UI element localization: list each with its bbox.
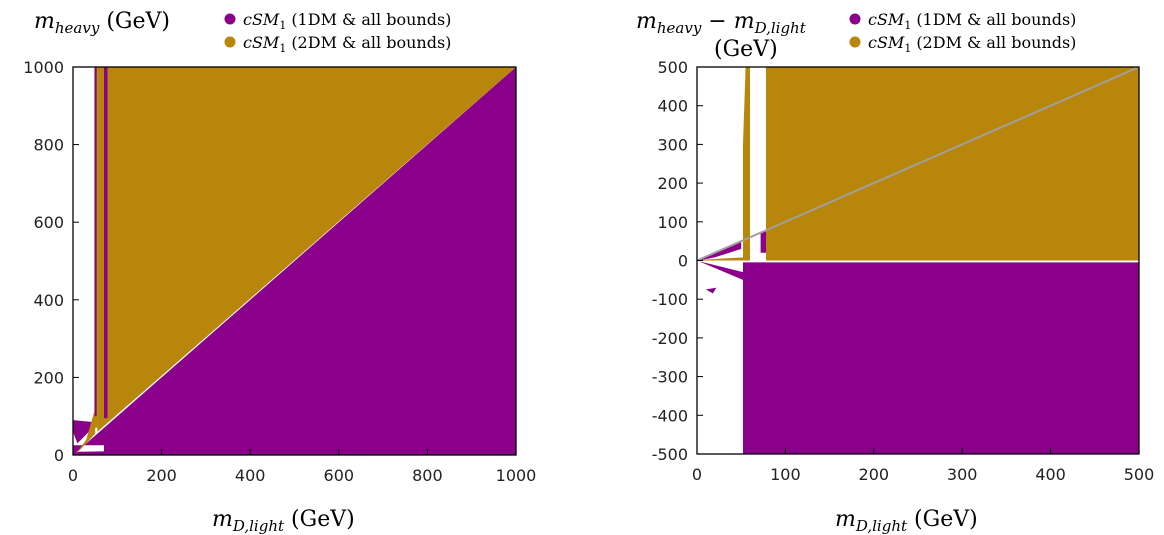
right-chart: mheavy − mD,light (GeV) cSM1 (1DM & all b…: [636, 9, 1154, 535]
series-1dm-region: [743, 262, 1139, 454]
x-tick-label: 300: [947, 465, 978, 484]
right-y-axis-label: mheavy − mD,light: [636, 9, 807, 37]
left-legend: cSM1 (1DM & all bounds) cSM1 (2DM & all bo…: [224, 10, 451, 55]
left-x-axis-label: mD,light (GeV): [212, 507, 355, 535]
x-tick-label: 400: [235, 466, 266, 485]
y-tick-label: 400: [33, 291, 64, 310]
y-tick-label: 500: [657, 58, 688, 77]
right-plot-frame: [696, 66, 1140, 455]
right-x-axis-label: mD,light (GeV): [835, 507, 978, 535]
series-1dm-strip-b: [104, 67, 108, 419]
series-2dm-region: [97, 67, 517, 432]
left-plot-frame: [72, 66, 517, 456]
series-1dm-strip-a: [94, 67, 97, 417]
x-tick-label: 1000: [496, 466, 537, 485]
y-tick-label: 200: [33, 368, 64, 387]
y-tick-label: 100: [657, 213, 688, 232]
y-tick-label: 400: [657, 97, 688, 116]
series-2dm-near-zero: [701, 257, 743, 261]
series-1dm-low-mass-cluster: [73, 410, 96, 444]
x-tick-label: 0: [68, 466, 78, 485]
left-y-axis-label: mheavy (GeV): [34, 9, 170, 37]
y-tick-label: 0: [678, 252, 688, 271]
right-x-ticks: 0 100 200 300 400 500: [692, 448, 1154, 484]
series-1dm-region: [73, 67, 516, 455]
left-data-layer: [73, 67, 517, 455]
y-tick-label: 0: [54, 446, 64, 465]
x-tick-label: 800: [412, 466, 443, 485]
y-tick-label: -300: [652, 368, 688, 387]
y-tick-label: -500: [652, 445, 688, 464]
series-1dm-outlier: [705, 287, 717, 294]
y-tick-label: 1000: [23, 58, 64, 77]
right-legend-entry-1dm: cSM1 (1DM & all bounds): [868, 10, 1076, 32]
y-tick-label: 800: [33, 136, 64, 155]
left-legend-marker-2dm: [224, 36, 236, 48]
right-y-ticks: 500 400 300 200 100 0 -100 -200 -300 -400 -500: [652, 58, 703, 464]
y-tick-label: -400: [652, 406, 688, 425]
y-tick-label: 200: [657, 174, 688, 193]
series-2dm-region: [766, 67, 1139, 261]
x-tick-label: 200: [859, 465, 890, 484]
x-tick-label: 200: [146, 466, 177, 485]
y-tick-label: -100: [652, 290, 688, 309]
series-1dm-strip: [760, 231, 766, 253]
series-2dm-low-mass: [75, 408, 96, 455]
x-tick-label: 400: [1035, 465, 1066, 484]
left-legend-marker-1dm: [224, 13, 236, 25]
series-1dm-wedge-lower: [698, 261, 743, 280]
left-legend-entry-2dm: cSM1 (2DM & all bounds): [243, 33, 451, 55]
right-legend-entry-2dm: cSM1 (2DM & all bounds): [868, 33, 1076, 55]
right-y-axis-unit: (GeV): [714, 37, 778, 62]
right-data-layer: [696, 66, 1140, 454]
y-tick-label: 300: [657, 135, 688, 154]
x-tick-label: 600: [324, 466, 355, 485]
right-legend-marker-1dm: [849, 13, 861, 25]
right-legend-marker-2dm: [849, 36, 861, 48]
series-2dm-resonance-strip: [743, 67, 750, 261]
y-tick-label: -200: [652, 329, 688, 348]
left-legend-entry-1dm: cSM1 (1DM & all bounds): [243, 10, 451, 32]
left-chart: mheavy (GeV) cSM1 (1DM & all bounds) cSM1(…: [23, 9, 536, 535]
y-tick-label: 600: [33, 213, 64, 232]
series-1dm-scatter-edge: [104, 436, 516, 455]
x-tick-label: 100: [770, 465, 801, 484]
x-tick-label: 500: [1124, 465, 1155, 484]
x-tick-label: 0: [692, 465, 702, 484]
right-legend: cSM1 (1DM & all bounds) cSM1 (2DM & all bo…: [849, 10, 1076, 55]
left-y-ticks: 0 200 400 600 800 1000: [23, 58, 79, 465]
diagonal-line: [696, 66, 1140, 262]
